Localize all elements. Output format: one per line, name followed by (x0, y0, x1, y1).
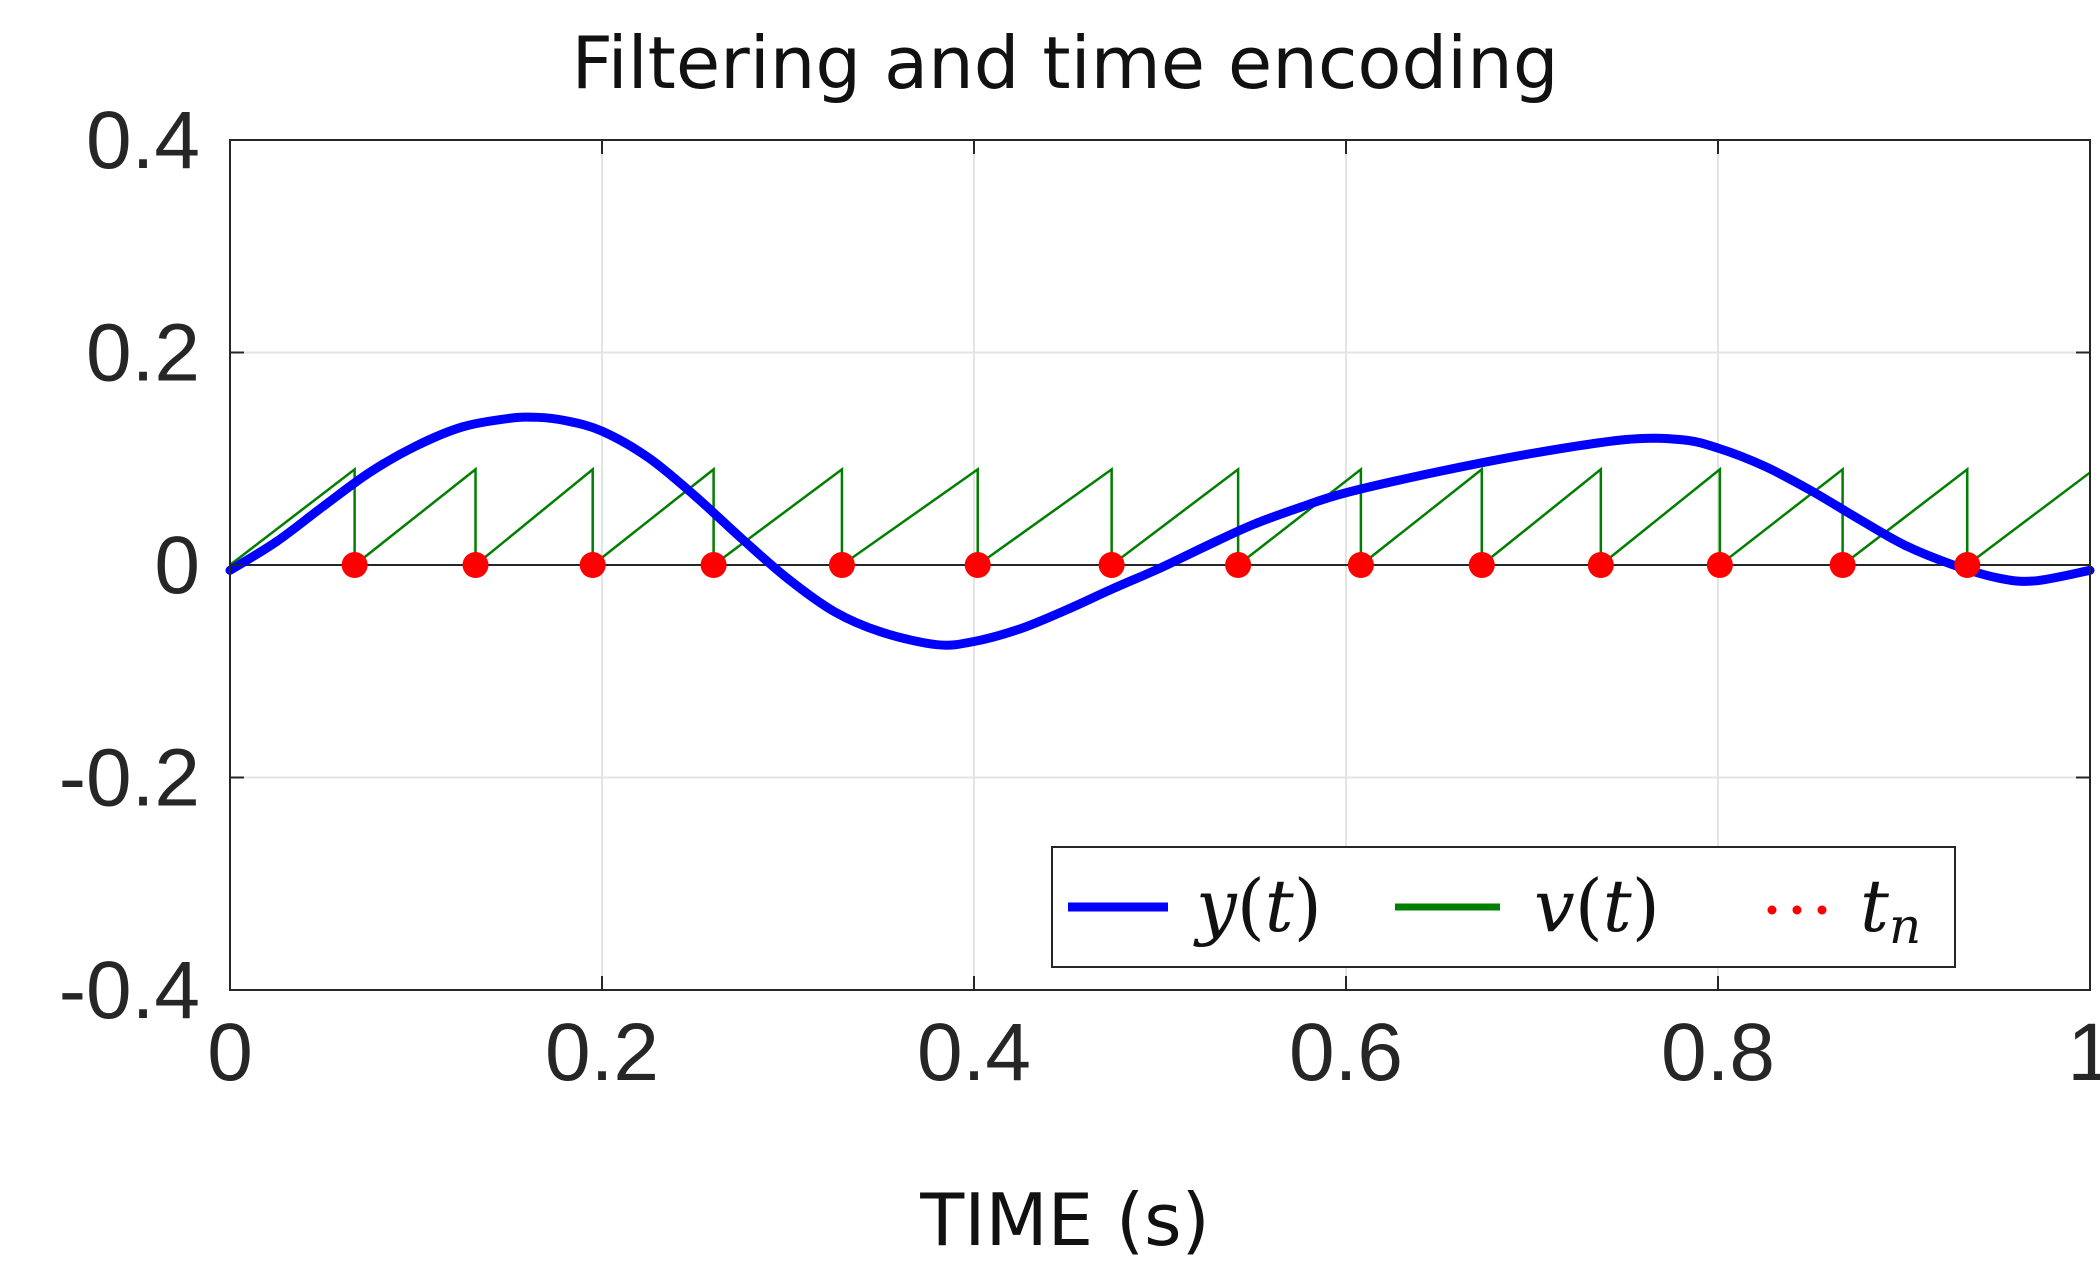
legend-box (1051, 846, 1956, 968)
y-tick-label: 0 (154, 520, 200, 611)
legend: y(t) v(t) tn (1051, 846, 1956, 968)
tn-marker (1347, 552, 1374, 578)
ticks: 0 0.2 0.4 0.6 0.8 1 0.4 0.2 0 -0.2 -0.4 (59, 95, 2100, 1098)
y-tick-label: -0.4 (59, 945, 200, 1036)
x-tick-label: 0.6 (1289, 1007, 1403, 1098)
tn-marker (700, 552, 727, 578)
x-tick-label: 0.2 (545, 1007, 659, 1098)
tn-marker (1587, 552, 1614, 578)
chart-title: Filtering and time encoding (571, 21, 1558, 105)
tn-marker (1225, 552, 1252, 578)
x-axis-label: TIME (s) (919, 1178, 1209, 1262)
legend-swatch-tn (1767, 905, 1827, 915)
tn-marker (828, 552, 855, 578)
plot-area (225, 412, 2095, 650)
tn-marker (1468, 552, 1495, 578)
legend-dot (1817, 905, 1827, 915)
legend-label-y: y(t) (1193, 864, 1322, 948)
x-tick-label: 0.4 (917, 1007, 1031, 1098)
tn-marker (964, 552, 991, 578)
x-tick-label: 0.8 (1661, 1007, 1775, 1098)
tn-marker (341, 552, 368, 578)
tn-marker (1098, 552, 1125, 578)
tn-marker (1706, 552, 1733, 578)
tn-marker (1829, 552, 1856, 578)
tn-marker (579, 552, 606, 578)
y-tick-label: 0.2 (86, 308, 200, 399)
y-tick-label: 0.4 (86, 95, 200, 186)
x-tick-label: 1 (2067, 1007, 2100, 1098)
legend-dot (1767, 905, 1777, 915)
series-v-line (229, 466, 2091, 568)
tn-marker (462, 552, 489, 578)
legend-label-v: v(t) (1534, 864, 1660, 948)
tn-marker (1954, 552, 1981, 578)
legend-label-tn: tn (1860, 864, 1921, 955)
legend-dot (1792, 905, 1802, 915)
series-y-line (225, 412, 2095, 650)
x-tick-label: 0 (207, 1007, 253, 1098)
y-tick-label: -0.2 (59, 733, 200, 824)
